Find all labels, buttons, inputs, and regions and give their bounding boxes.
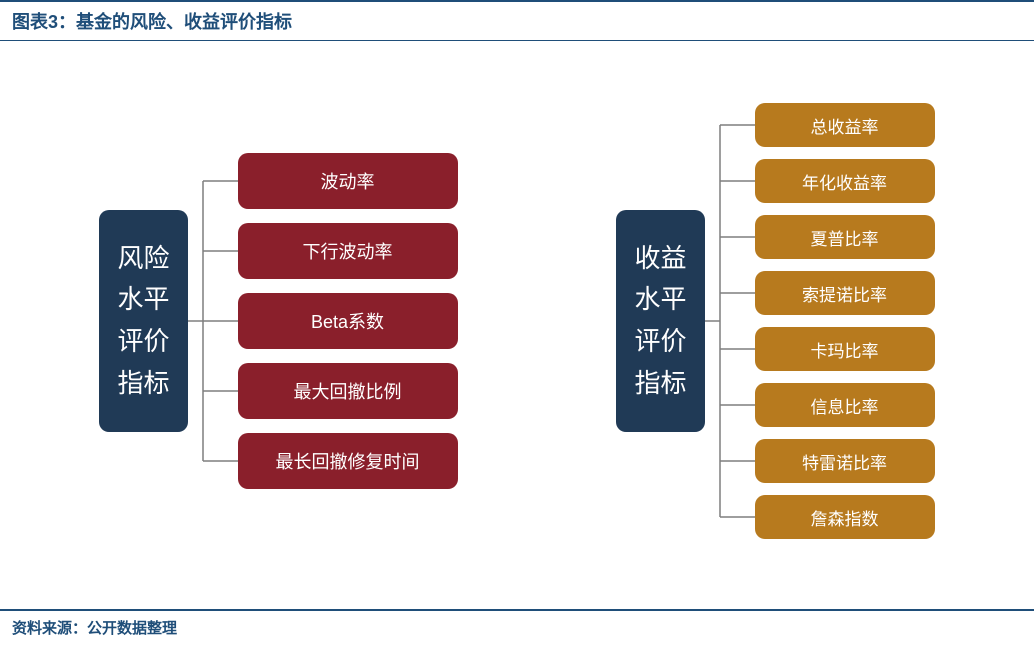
chart-header: 图表3：基金的风险、收益评价指标	[0, 0, 1034, 41]
tree-group-left: 风险水平评价指标 波动率下行波动率 Beta系数最大回撤比例最长回撤修复时间	[99, 153, 457, 489]
child-box: 詹森指数	[755, 495, 935, 539]
diagram-area: 风险水平评价指标波动率下行波动率Beta系数最大回撤比例最长回撤修复时间收益水平…	[0, 41, 1034, 601]
child-box: 波动率	[238, 153, 458, 209]
child-label: 詹森指数	[811, 505, 879, 530]
chart-footer: 资料来源：公开数据整理	[0, 609, 1034, 644]
root-box-right: 收益水平评价指标	[616, 210, 704, 432]
root-label-line: 评价	[117, 321, 169, 363]
children-column-right: 总收益率年化收益率夏普比率索提诺比率卡玛比率信息比率特雷诺比率詹森指数	[755, 103, 935, 539]
child-label: 索提诺比率	[802, 281, 887, 306]
connector-bracket	[188, 153, 238, 489]
root-label-line: 收益	[634, 238, 686, 280]
tree-group-right: 收益水平评价指标总收益率年化收益率夏普比率索提诺比率卡玛比率信息比率特雷诺比率詹…	[616, 103, 934, 539]
root-label-line: 风险	[117, 238, 169, 280]
root-box-left: 风险水平评价指标	[99, 210, 187, 432]
child-box: 下行波动率	[238, 223, 458, 279]
connector-bracket	[705, 103, 755, 539]
child-label: 卡玛比率	[811, 337, 879, 362]
root-label-line: 指标	[634, 363, 686, 405]
child-label: 最长回撤修复时间	[276, 448, 420, 474]
child-box: 年化收益率	[755, 159, 935, 203]
child-box: 夏普比率	[755, 215, 935, 259]
child-label: 夏普比率	[811, 225, 879, 250]
child-box: 卡玛比率	[755, 327, 935, 371]
root-label-line: 评价	[634, 321, 686, 363]
source-label: 资料来源：公开数据整理	[12, 620, 177, 637]
child-box: Beta系数	[238, 293, 458, 349]
child-box: 信息比率	[755, 383, 935, 427]
root-label-line: 水平	[634, 279, 686, 321]
child-label: 信息比率	[811, 393, 879, 418]
child-label: 总收益率	[811, 113, 879, 138]
root-label-line: 水平	[117, 279, 169, 321]
children-column-left: 波动率下行波动率 Beta系数最大回撤比例最长回撤修复时间	[238, 153, 458, 489]
child-label: Beta系数	[311, 308, 384, 334]
child-label: 特雷诺比率	[802, 449, 887, 474]
child-box: 总收益率	[755, 103, 935, 147]
child-label: 最大回撤比例	[294, 378, 402, 404]
child-box: 索提诺比率	[755, 271, 935, 315]
child-label: 年化收益率	[802, 169, 887, 194]
child-box: 特雷诺比率	[755, 439, 935, 483]
child-label: 下行波动率	[303, 238, 393, 264]
root-label-line: 指标	[117, 363, 169, 405]
child-label: 波动率	[321, 168, 375, 194]
child-box: 最大回撤比例	[238, 363, 458, 419]
child-box: 最长回撤修复时间	[238, 433, 458, 489]
chart-title: 图表3：基金的风险、收益评价指标	[12, 8, 1022, 34]
